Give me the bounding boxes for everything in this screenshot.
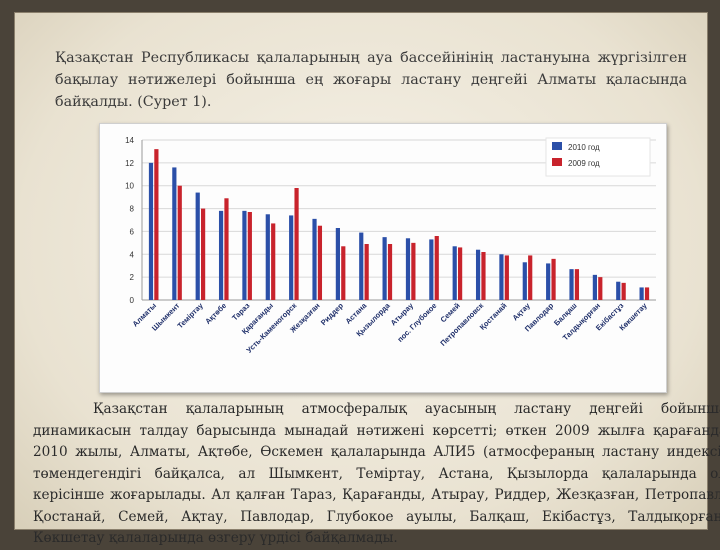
- y-tick-label: 2: [130, 273, 135, 282]
- bar-2009: [574, 269, 580, 300]
- bar-2010: [475, 249, 481, 300]
- bar-2010: [499, 254, 504, 300]
- legend-label: 2010 год: [568, 143, 600, 152]
- legend-swatch: [552, 142, 562, 150]
- bar-2010: [195, 192, 200, 300]
- bar-2010: [522, 262, 527, 300]
- bar-2010: [335, 228, 340, 300]
- bar-2010: [312, 218, 317, 300]
- bar-2010: [382, 237, 387, 300]
- bar-2010: [569, 269, 574, 300]
- intro-paragraph: Қазақстан Республикасы қалаларының ауа б…: [55, 50, 687, 110]
- bar-2009: [434, 236, 439, 300]
- y-tick-label: 10: [125, 182, 134, 191]
- bar-2009: [598, 277, 603, 300]
- bar-2009: [177, 185, 182, 300]
- y-tick-label: 0: [130, 296, 135, 305]
- bar-2010: [429, 239, 434, 300]
- x-tick-label: Теміртау: [176, 300, 206, 330]
- bar-2010: [265, 214, 270, 300]
- bar-2009: [154, 149, 159, 300]
- body-paragraph: Қазақстан қалаларының атмосфералық ауасы…: [33, 401, 720, 546]
- y-tick-label: 8: [130, 205, 135, 214]
- bar-2009: [387, 244, 393, 300]
- bar-2010: [452, 246, 457, 300]
- bar-2010: [359, 232, 364, 300]
- bar-2009: [294, 188, 299, 300]
- bar-2009: [411, 242, 416, 300]
- bar-2010: [639, 287, 644, 300]
- x-tick-label: Риддер: [319, 301, 345, 327]
- bar-2010: [616, 281, 621, 300]
- bar-2010: [242, 210, 247, 300]
- bar-2009: [528, 255, 533, 300]
- slide: Қазақстан Республикасы қалаларының ауа б…: [14, 12, 720, 546]
- y-tick-label: 6: [130, 227, 135, 236]
- bar-2010: [148, 162, 154, 300]
- x-tick-label: Ақтөбе: [203, 301, 228, 326]
- bar-2009: [551, 258, 556, 300]
- bar-2009: [224, 198, 229, 300]
- bar-2009: [458, 247, 463, 300]
- bar-2009: [644, 287, 650, 300]
- bar-2010: [218, 210, 224, 300]
- legend-swatch: [552, 158, 562, 166]
- bar-2009: [364, 244, 369, 300]
- y-tick-label: 4: [130, 250, 135, 259]
- bar-2010: [289, 215, 294, 300]
- bar-2010: [592, 274, 597, 300]
- bar-2009: [504, 255, 509, 300]
- legend-label: 2009 год: [568, 159, 600, 168]
- bar-2009: [201, 208, 206, 300]
- x-tick-label: Ақтау: [511, 300, 533, 322]
- legend-box: [545, 137, 651, 177]
- x-tick-label: Тараз: [230, 301, 252, 323]
- bar-2009: [621, 282, 626, 300]
- bar-2009: [317, 225, 323, 300]
- y-tick-label: 14: [125, 136, 134, 145]
- y-tick-label: 12: [125, 159, 134, 168]
- bar-chart: 0 2 4 6 8 10 12 14 Алматы Шымкент Теміртау Ақтөбе Та…: [99, 123, 667, 393]
- bar-2010: [546, 263, 551, 300]
- bar-2009: [481, 252, 486, 300]
- bar-2009: [341, 246, 346, 300]
- bar-2009: [271, 223, 276, 300]
- bar-2009: [247, 212, 252, 300]
- bar-2010: [405, 238, 411, 300]
- bar-2010: [172, 167, 177, 300]
